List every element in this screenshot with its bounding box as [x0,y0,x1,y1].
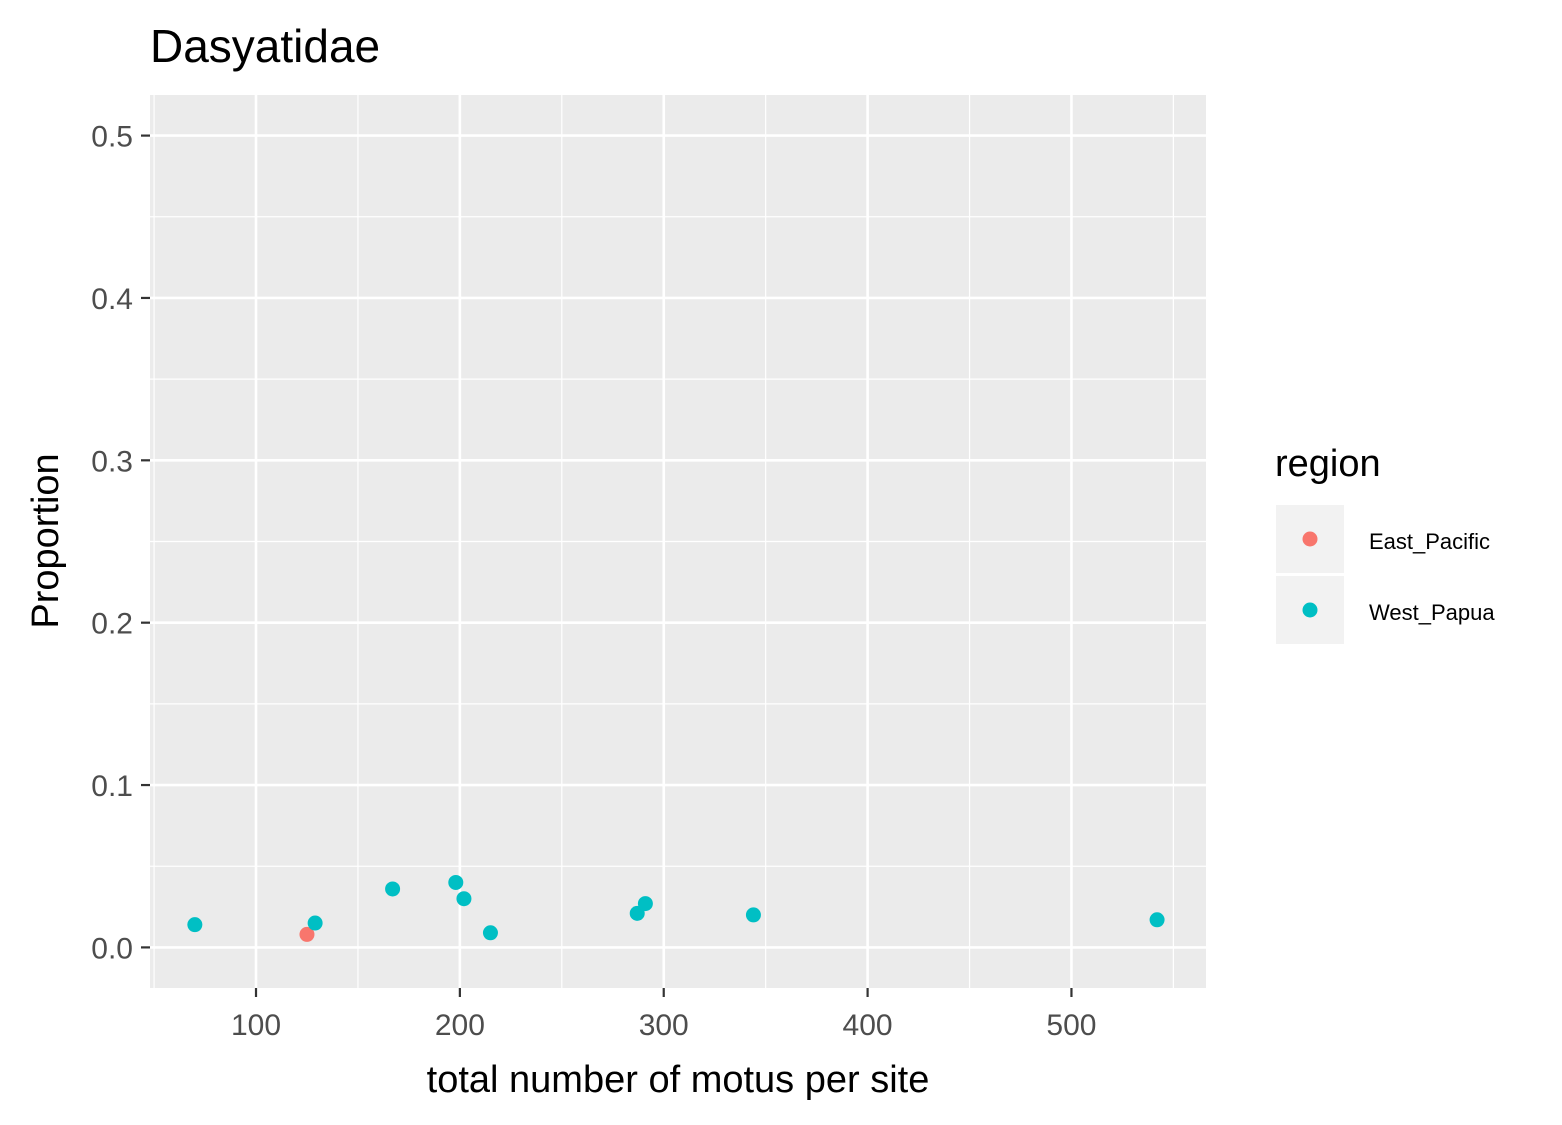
x-tick-label: 400 [843,1009,893,1042]
data-points [187,874,1165,942]
y-tick-label: 0.5 [91,121,133,154]
y-axis-title: Proportion [25,453,67,628]
legend: region East_Pacific West_Papua [1275,443,1495,644]
y-tick-label: 0.3 [91,445,133,478]
legend-title: region [1275,443,1381,485]
x-tick-label: 300 [639,1009,689,1042]
data-point-west-papua [307,915,323,931]
y-tick-label: 0.2 [91,608,133,641]
data-point-west-papua [187,917,203,933]
legend-label: West_Papua [1369,600,1495,625]
data-point-east-pacific [299,926,315,942]
data-point-west-papua [637,896,653,912]
data-point-west-papua [456,891,472,907]
data-point-west-papua [448,874,464,890]
y-tick-label: 0.4 [91,283,133,316]
y-tick-label: 0.0 [91,932,133,965]
x-tick-label: 200 [435,1009,485,1042]
legend-marker [1302,531,1318,547]
x-tick-label: 100 [231,1009,281,1042]
legend-marker [1302,602,1318,618]
x-tick-label: 500 [1046,1009,1096,1042]
data-point-west-papua [745,907,761,923]
chart-title: Dasyatidae [150,20,380,72]
x-axis-title: total number of motus per site [427,1059,930,1101]
axis-ticks: 100 200 300 400 500 0.0 0.1 0.2 0.3 0.4 0.5 [91,121,1096,1042]
data-point-west-papua [385,881,401,897]
grid-lines [150,95,1206,988]
data-point-west-papua [1149,912,1165,928]
data-point-west-papua [482,925,498,941]
legend-label: East_Pacific [1369,529,1490,554]
y-tick-label: 0.1 [91,770,133,803]
